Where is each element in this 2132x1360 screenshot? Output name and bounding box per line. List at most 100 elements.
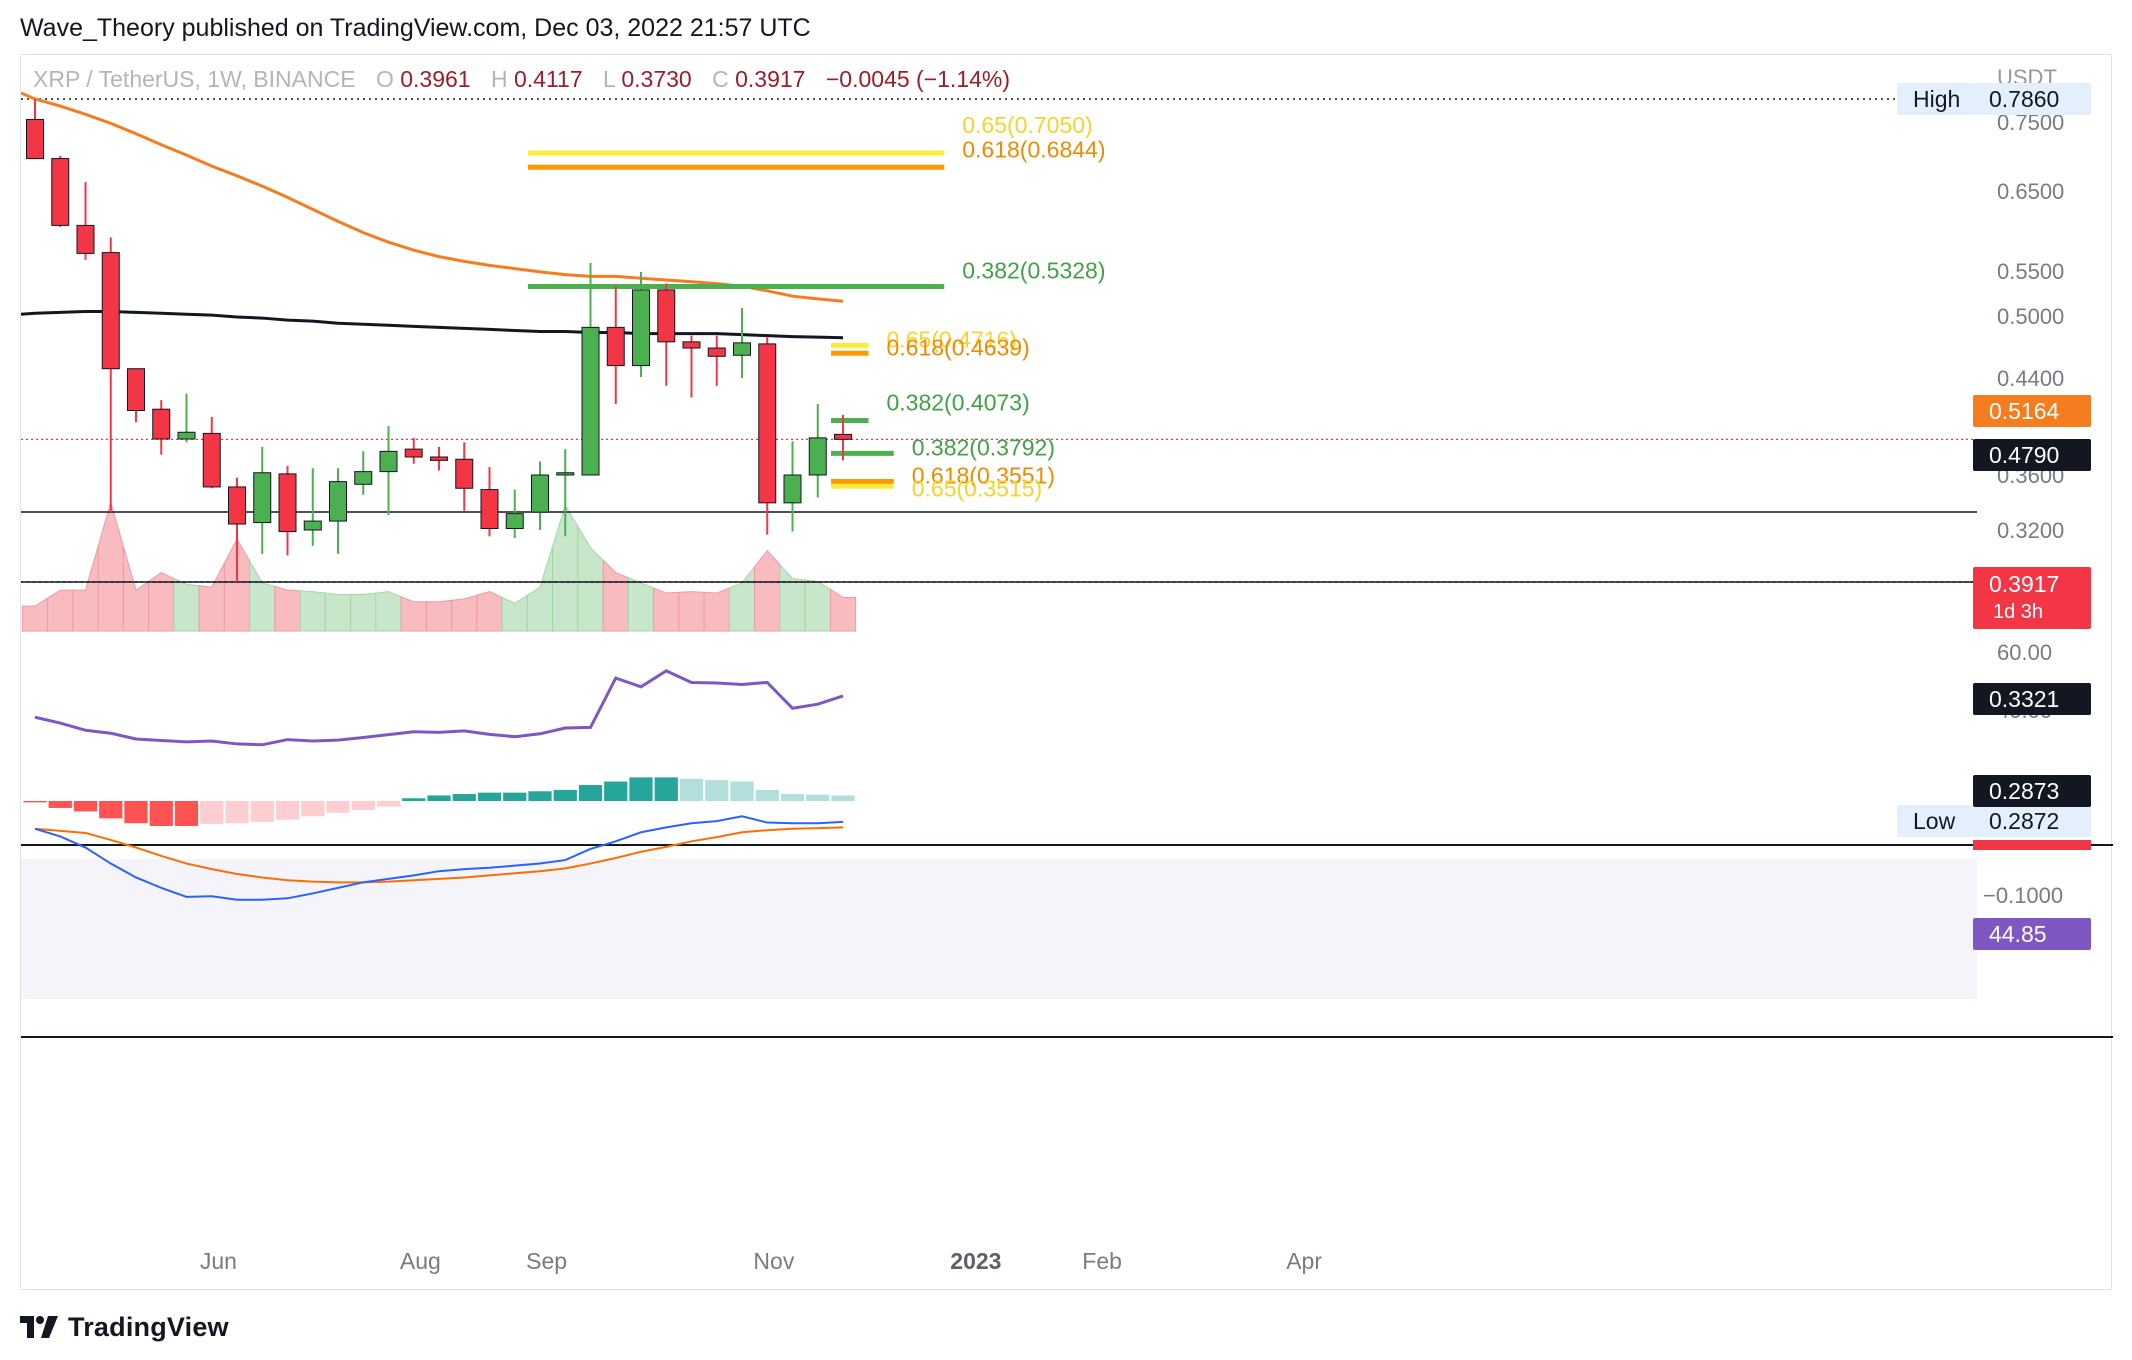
macd-histogram-bar	[250, 801, 274, 822]
candle-body[interactable]	[127, 368, 145, 412]
volume-bar	[375, 591, 402, 632]
fib-level-label: 0.618(0.3551)	[912, 462, 1055, 488]
volume-bar	[198, 562, 225, 632]
low-value-tag-bg	[1973, 805, 2091, 837]
candle-body[interactable]	[606, 326, 625, 367]
candle-body[interactable]	[581, 326, 600, 476]
macd-histogram-bar	[806, 794, 830, 801]
candle-body[interactable]	[202, 432, 221, 488]
candle-body[interactable]	[278, 473, 297, 533]
price-tick-label: 0.5000	[1997, 304, 2064, 329]
countdown-tag: 1d 3h	[1993, 601, 2043, 623]
volume-bar	[602, 558, 629, 632]
candle-body[interactable]	[783, 474, 802, 504]
candle-body[interactable]	[430, 456, 448, 461]
macd-histogram-bar	[174, 801, 199, 827]
legend-low-value: 0.3730	[621, 66, 691, 92]
pivot-value-tag: 0.2873	[1989, 778, 2059, 804]
macd-histogram-bar	[679, 778, 704, 801]
candle-body[interactable]	[480, 489, 499, 530]
high-tag: High	[1913, 86, 1960, 112]
fib-level-label: 0.382(0.5328)	[962, 257, 1105, 283]
candle-body[interactable]	[657, 289, 676, 343]
candle-body[interactable]	[303, 520, 322, 531]
candle-body[interactable]	[177, 431, 196, 440]
candle-body[interactable]	[228, 486, 246, 525]
candle-body[interactable]	[379, 450, 398, 473]
fib-level-label: 0.618(0.4639)	[887, 334, 1030, 360]
footer: TradingView	[20, 1310, 229, 1344]
last-price-tag: 0.3917	[1989, 571, 2059, 597]
candle-body[interactable]	[632, 289, 650, 367]
pivot-value-tag-bg	[1973, 775, 2091, 807]
high-value-tag-bg	[1973, 83, 2091, 115]
tradingview-logo-icon	[20, 1316, 58, 1338]
candle-body[interactable]	[455, 458, 474, 489]
chart-frame[interactable]: XRP / TetherUS, 1W, BINANCE O 0.3961 H 0…	[20, 54, 2113, 1291]
rsi-value-tag-bg	[1973, 918, 2091, 950]
macd-histogram-bar	[326, 801, 350, 813]
low-tag: Low	[1913, 808, 1956, 834]
candle-body[interactable]	[531, 474, 549, 513]
candle-body[interactable]	[733, 342, 751, 356]
candle-body[interactable]	[101, 252, 120, 370]
low-value-tag: 0.2872	[1989, 808, 2059, 834]
candle-body[interactable]	[152, 408, 171, 440]
macd-histogram-bar	[528, 791, 552, 801]
time-axis-label: Nov	[753, 1248, 794, 1274]
volume-bar	[653, 587, 680, 632]
macd-histogram-bar	[831, 795, 855, 801]
macd-histogram-bar	[225, 801, 249, 824]
fib-level-label: 0.65(0.4716)	[887, 326, 1017, 352]
support-value-tag-bg	[1973, 683, 2091, 715]
candle-body[interactable]	[556, 472, 575, 476]
candle-body[interactable]	[253, 472, 272, 524]
candle-body[interactable]	[51, 158, 70, 226]
candle-body[interactable]	[682, 341, 701, 349]
volume-bar	[350, 592, 377, 632]
candle-body[interactable]	[26, 118, 44, 160]
chart-canvas[interactable]: XRP / TetherUS, 1W, BINANCE O 0.3961 H 0…	[21, 55, 2113, 1291]
candle-body[interactable]	[707, 347, 726, 357]
volume-bar	[324, 592, 352, 632]
candle-body[interactable]	[808, 437, 827, 476]
candle-body[interactable]	[758, 343, 777, 504]
legend-open-value: 0.3961	[400, 66, 470, 92]
volume-bar	[425, 599, 453, 632]
macd-histogram-bar	[427, 795, 451, 801]
candle-body[interactable]	[505, 513, 524, 530]
volume-bar	[703, 587, 730, 632]
price-tick-label: 0.3200	[1997, 518, 2064, 543]
candle-body[interactable]	[329, 481, 347, 522]
macd-histogram-bar	[730, 781, 754, 801]
legend-symbol: XRP / TetherUS, 1W, BINANCE	[33, 66, 356, 92]
candle-body[interactable]	[404, 448, 423, 458]
low-tag-bg	[1897, 805, 1973, 837]
time-axis-label: Sep	[526, 1248, 567, 1274]
volume-bar	[173, 577, 200, 632]
macd-histogram-bar	[452, 794, 476, 801]
macd-histogram-bar	[301, 801, 325, 817]
volume-bar	[21, 597, 49, 632]
time-axis-label: Aug	[400, 1248, 441, 1274]
macd-histogram-bar	[477, 792, 502, 801]
volume-bar	[577, 524, 604, 632]
volume-bar	[451, 594, 478, 632]
fib-level-label: 0.65(0.7050)	[962, 112, 1092, 138]
ema-value-tag: 0.5164	[1989, 398, 2060, 424]
last-price-tag-bg	[1973, 567, 2091, 629]
price-tick-label: 0.5500	[1997, 259, 2064, 284]
macd-tick-label: −0.1000	[1983, 883, 2063, 908]
candle-body[interactable]	[354, 471, 373, 485]
volume-bar	[274, 585, 301, 632]
macd-histogram-bar	[73, 801, 98, 812]
volume-bar	[97, 500, 124, 632]
candle-body[interactable]	[76, 224, 95, 254]
time-axis-label: Jun	[200, 1248, 237, 1274]
candle-body[interactable]	[834, 433, 852, 440]
fib-level-label: 0.382(0.3792)	[912, 434, 1055, 460]
volume-bar	[779, 563, 806, 632]
high-value-tag: 0.7860	[1989, 86, 2059, 112]
macd-histogram-bar	[351, 801, 375, 811]
legend-close-label: C	[712, 66, 729, 92]
